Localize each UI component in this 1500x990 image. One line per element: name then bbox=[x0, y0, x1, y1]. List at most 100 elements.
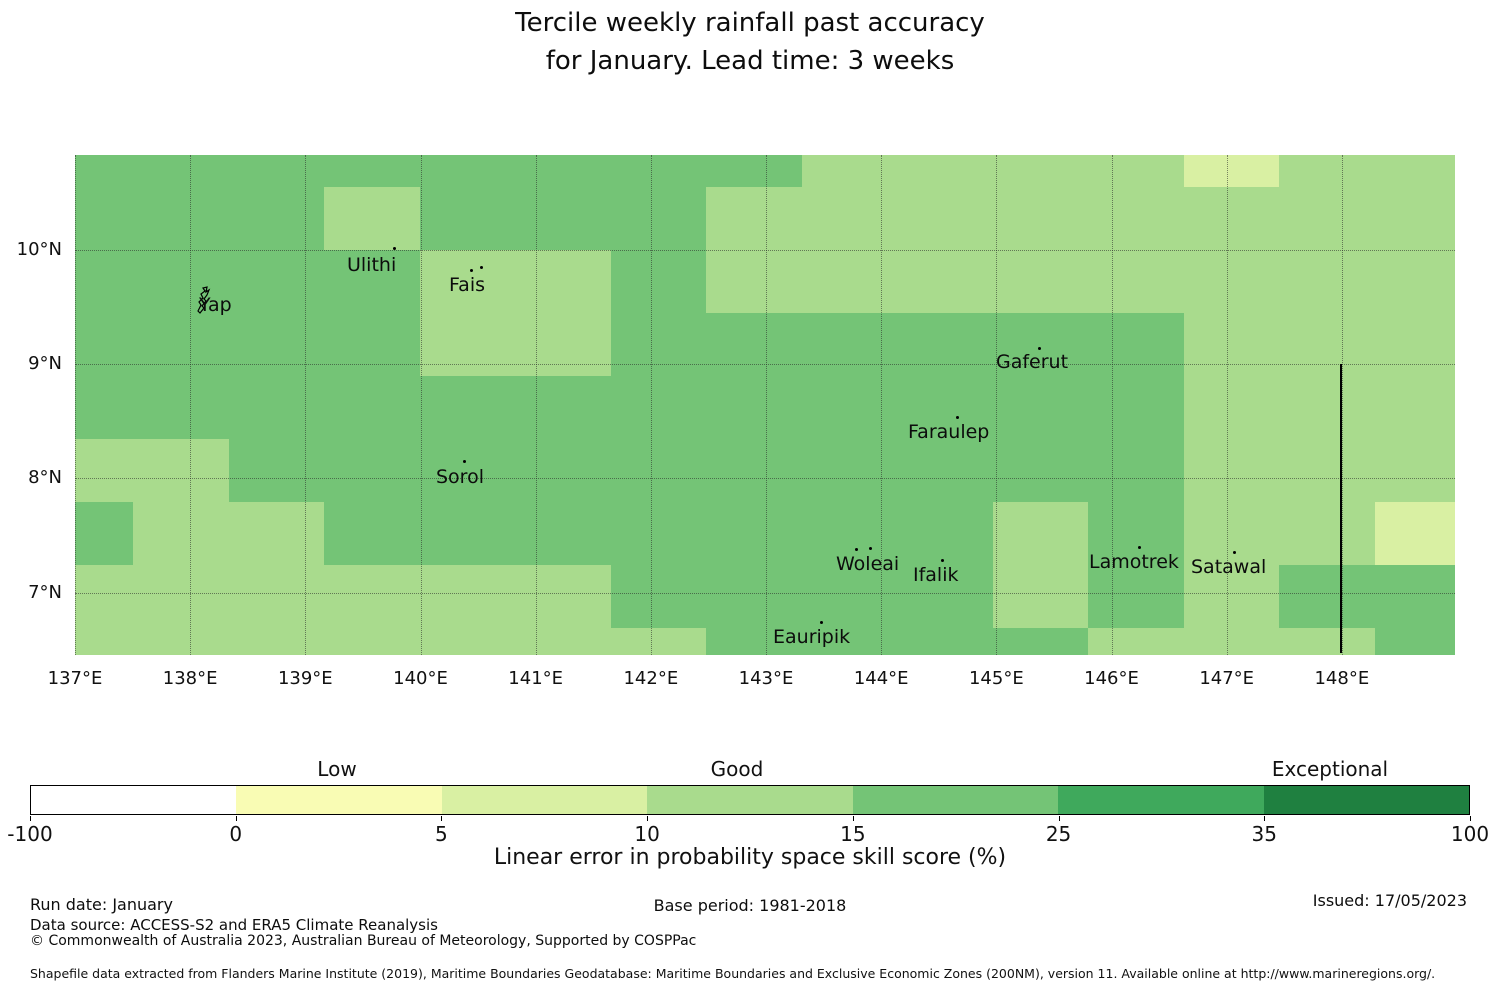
colorbar-bin bbox=[1058, 786, 1264, 814]
colorbar-category-good: Good bbox=[710, 757, 764, 781]
footer-run-date: Run date: January bbox=[30, 895, 173, 914]
map-cell bbox=[706, 439, 802, 502]
island-label-faraulep: Faraulep bbox=[908, 421, 990, 443]
map-cell bbox=[1279, 155, 1375, 187]
map-cell bbox=[515, 313, 611, 376]
map-cell bbox=[1088, 565, 1184, 628]
map-cell bbox=[324, 628, 420, 655]
map-cell bbox=[324, 565, 420, 628]
colorbar-tick bbox=[441, 816, 443, 821]
map-cell bbox=[897, 187, 993, 250]
colorbar-category-low: Low bbox=[317, 757, 357, 781]
map-cell bbox=[801, 628, 897, 655]
map-cell bbox=[610, 628, 706, 655]
map-cell bbox=[1374, 187, 1455, 250]
chart-title: Tercile weekly rainfall past accuracy fo… bbox=[0, 4, 1500, 80]
x-axis-tick-label: 147°E bbox=[1199, 668, 1255, 689]
map-cell bbox=[419, 376, 515, 439]
colorbar-tick-label: 100 bbox=[1450, 822, 1490, 846]
colorbar-tick-label: -100 bbox=[7, 822, 53, 846]
map-cell bbox=[992, 313, 1088, 376]
map-cell bbox=[1279, 439, 1375, 502]
map-cell bbox=[133, 502, 229, 565]
colorbar-tick-label: 35 bbox=[1251, 822, 1277, 846]
colorbar-tick-label: 0 bbox=[229, 822, 243, 846]
map-cell bbox=[75, 187, 133, 250]
map-cell bbox=[75, 628, 133, 655]
map-cell bbox=[897, 376, 993, 439]
island-marker-dot bbox=[1233, 551, 1236, 554]
map-cell bbox=[133, 187, 229, 250]
map-cell bbox=[75, 565, 133, 628]
map-cell bbox=[801, 250, 897, 313]
map-cell bbox=[1088, 628, 1184, 655]
map-cell bbox=[1183, 376, 1279, 439]
x-axis-tick-label: 144°E bbox=[853, 668, 909, 689]
island-label-eauripik: Eauripik bbox=[773, 626, 851, 648]
map-cell bbox=[1374, 313, 1455, 376]
map-cell bbox=[1374, 502, 1455, 565]
map-cell bbox=[1374, 628, 1455, 655]
y-axis-tick-label: 7°N bbox=[28, 581, 62, 603]
map-cell bbox=[1279, 313, 1375, 376]
parallel-gridline bbox=[75, 592, 1455, 594]
meridian-gridline bbox=[881, 155, 883, 655]
meridian-gridline bbox=[535, 155, 537, 655]
island-marker-dot bbox=[470, 269, 473, 272]
map-cell bbox=[610, 439, 706, 502]
x-axis-tick-label: 148°E bbox=[1314, 668, 1370, 689]
map-cell bbox=[897, 439, 993, 502]
map-cell bbox=[1088, 313, 1184, 376]
map-cell bbox=[610, 155, 706, 187]
map-cell bbox=[515, 376, 611, 439]
map-cell bbox=[515, 565, 611, 628]
footer-copyright: © Commonwealth of Australia 2023, Austra… bbox=[30, 933, 697, 949]
map-cell bbox=[1374, 439, 1455, 502]
eez-boundary-line bbox=[1340, 364, 1342, 653]
map-cell bbox=[706, 313, 802, 376]
parallel-gridline bbox=[75, 250, 1455, 251]
map-cell bbox=[515, 502, 611, 565]
map-cell bbox=[1088, 155, 1184, 187]
island-label-fais: Fais bbox=[449, 274, 486, 296]
map-cell bbox=[706, 376, 802, 439]
x-axis-tick-label: 143°E bbox=[738, 668, 794, 689]
yap-island-outline bbox=[197, 286, 211, 314]
footer-issued-date: Issued: 17/05/2023 bbox=[1312, 891, 1467, 910]
meridian-gridline bbox=[190, 155, 192, 655]
map-cell bbox=[801, 565, 897, 628]
island-label-woleai: Woleai bbox=[836, 553, 900, 575]
map-cell bbox=[1279, 565, 1375, 628]
map-cell bbox=[324, 187, 420, 250]
island-label-yap: Yap bbox=[199, 294, 232, 316]
map-cell bbox=[1088, 376, 1184, 439]
map-cell bbox=[419, 250, 515, 313]
map-cell bbox=[1183, 313, 1279, 376]
map-cell bbox=[897, 313, 993, 376]
map-cell bbox=[897, 565, 993, 628]
meridian-gridline bbox=[75, 155, 76, 655]
map-cell bbox=[324, 313, 420, 376]
map-cell bbox=[801, 376, 897, 439]
map-cell bbox=[419, 628, 515, 655]
colorbar-tick-label: 25 bbox=[1045, 822, 1072, 846]
map-cell bbox=[419, 502, 515, 565]
x-axis-tick-label: 142°E bbox=[623, 668, 679, 689]
map-cell bbox=[1374, 250, 1455, 313]
map-cell bbox=[992, 565, 1088, 628]
island-marker-dot bbox=[480, 266, 483, 269]
map-cell bbox=[228, 313, 324, 376]
map-cell bbox=[1183, 628, 1279, 655]
map-cell bbox=[1279, 250, 1375, 313]
map-cell bbox=[515, 187, 611, 250]
island-marker-dot bbox=[1138, 546, 1141, 549]
colorbar-tick bbox=[852, 816, 854, 821]
x-axis-tick-label: 138°E bbox=[162, 668, 218, 689]
map-cell bbox=[1374, 376, 1455, 439]
map-cell bbox=[133, 439, 229, 502]
map-cell bbox=[228, 439, 324, 502]
map-cell bbox=[133, 628, 229, 655]
x-axis-tick-label: 146°E bbox=[1084, 668, 1139, 689]
island-label-ulithi: Ulithi bbox=[347, 254, 397, 276]
